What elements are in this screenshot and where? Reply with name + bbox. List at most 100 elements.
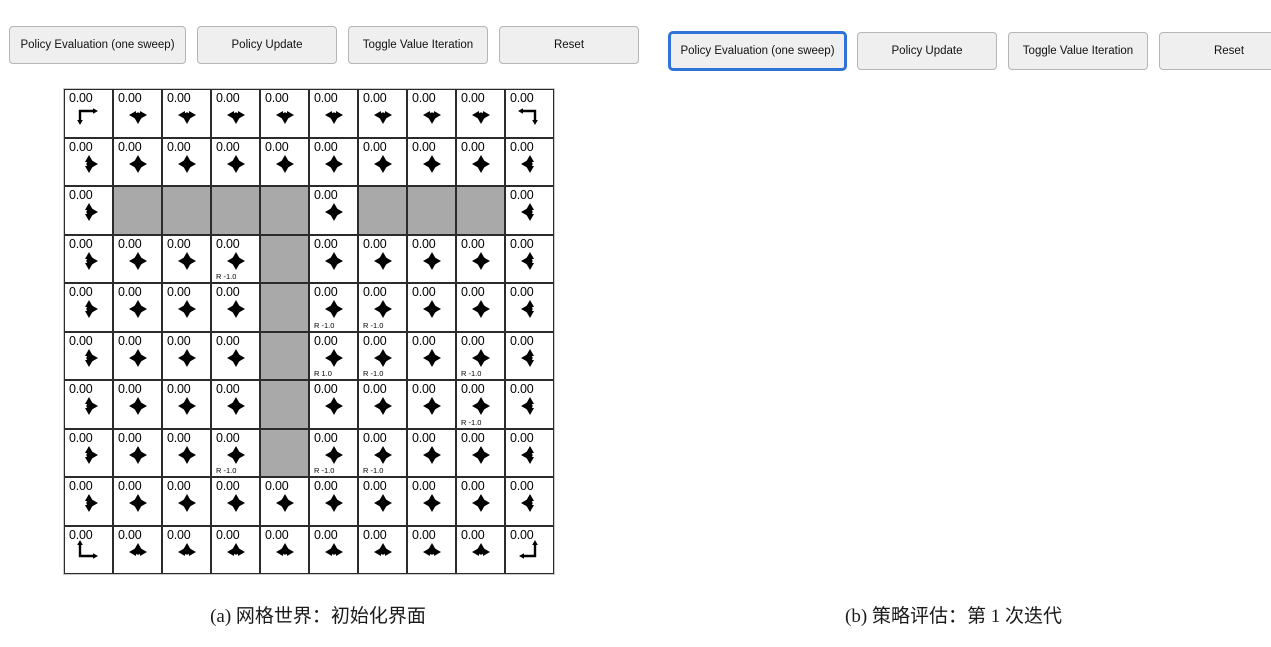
grid-cell[interactable]: 0.00: [64, 186, 113, 235]
grid-cell[interactable]: 0.00: [309, 234, 358, 283]
grid-cell[interactable]: 0.00: [211, 477, 260, 526]
grid-cell[interactable]: 0.00: [505, 186, 554, 235]
grid-cell[interactable]: 0.00 R -1.0: [358, 283, 407, 332]
reset-button[interactable]: Reset: [499, 26, 639, 64]
grid-cell[interactable]: 0.00: [358, 477, 407, 526]
policy-evaluation-button[interactable]: Policy Evaluation (one sweep): [669, 32, 846, 70]
grid-cell[interactable]: 0.00: [505, 380, 554, 429]
grid-cell[interactable]: 0.00: [505, 137, 554, 186]
grid-cell[interactable]: 0.00: [309, 477, 358, 526]
grid-cell[interactable]: 0.00: [64, 234, 113, 283]
grid-cell[interactable]: 0.00: [211, 283, 260, 332]
grid-cell[interactable]: 0.00 R -1.0: [358, 428, 407, 477]
reset-button[interactable]: Reset: [1159, 32, 1271, 70]
grid-cell[interactable]: 0.00: [211, 525, 260, 574]
grid-cell-wall[interactable]: [358, 186, 407, 235]
grid-cell[interactable]: 0.00: [260, 89, 309, 138]
grid-cell[interactable]: 0.00: [162, 234, 211, 283]
grid-cell-wall[interactable]: [211, 186, 260, 235]
policy-update-button[interactable]: Policy Update: [197, 26, 337, 64]
grid-cell[interactable]: 0.00: [260, 137, 309, 186]
grid-cell-wall[interactable]: [260, 283, 309, 332]
grid-cell[interactable]: 0.00: [456, 137, 505, 186]
grid-cell[interactable]: 0.00: [309, 137, 358, 186]
grid-cell[interactable]: 0.00: [64, 89, 113, 138]
grid-cell[interactable]: 0.00: [64, 137, 113, 186]
grid-cell[interactable]: 0.00: [505, 234, 554, 283]
grid-cell[interactable]: 0.00: [407, 137, 456, 186]
grid-cell-wall[interactable]: [456, 186, 505, 235]
grid-cell[interactable]: 0.00 R -1.0: [456, 331, 505, 380]
grid-cell-wall[interactable]: [260, 428, 309, 477]
grid-cell[interactable]: 0.00: [505, 283, 554, 332]
toggle-value-iteration-button[interactable]: Toggle Value Iteration: [1008, 32, 1148, 70]
grid-cell[interactable]: 0.00: [64, 331, 113, 380]
grid-cell-wall[interactable]: [162, 186, 211, 235]
grid-cell[interactable]: 0.00: [162, 89, 211, 138]
grid-cell[interactable]: 0.00: [211, 89, 260, 138]
grid-cell[interactable]: 0.00: [162, 283, 211, 332]
grid-cell[interactable]: 0.00: [456, 428, 505, 477]
grid-cell[interactable]: 0.00: [407, 428, 456, 477]
grid-cell[interactable]: 0.00: [64, 283, 113, 332]
grid-cell[interactable]: 0.00: [162, 525, 211, 574]
grid-cell[interactable]: 0.00: [407, 331, 456, 380]
grid-cell-wall[interactable]: [260, 234, 309, 283]
grid-cell[interactable]: 0.00: [505, 428, 554, 477]
grid-cell[interactable]: 0.00: [162, 380, 211, 429]
grid-cell[interactable]: 0.00: [162, 477, 211, 526]
grid-cell[interactable]: 0.00: [309, 89, 358, 138]
grid-cell[interactable]: 0.00: [113, 331, 162, 380]
grid-cell[interactable]: 0.00: [113, 525, 162, 574]
grid-cell[interactable]: 0.00: [358, 380, 407, 429]
grid-cell[interactable]: 0.00: [456, 477, 505, 526]
grid-cell[interactable]: 0.00: [113, 283, 162, 332]
grid-cell[interactable]: 0.00: [211, 331, 260, 380]
grid-cell[interactable]: 0.00: [407, 380, 456, 429]
grid-cell[interactable]: 0.00: [113, 137, 162, 186]
grid-cell[interactable]: 0.00: [309, 525, 358, 574]
grid-cell[interactable]: 0.00: [456, 283, 505, 332]
grid-cell[interactable]: 0.00: [505, 89, 554, 138]
grid-cell[interactable]: 0.00 R -1.0: [211, 234, 260, 283]
grid-cell[interactable]: 0.00: [64, 380, 113, 429]
grid-cell[interactable]: 0.00: [260, 525, 309, 574]
grid-cell[interactable]: 0.00: [505, 477, 554, 526]
grid-cell[interactable]: 0.00: [113, 89, 162, 138]
grid-cell[interactable]: 0.00: [407, 234, 456, 283]
grid-cell[interactable]: 0.00: [456, 525, 505, 574]
grid-cell[interactable]: 0.00: [407, 89, 456, 138]
grid-cell[interactable]: 0.00: [505, 525, 554, 574]
grid-cell[interactable]: 0.00 R 1.0: [309, 331, 358, 380]
grid-cell[interactable]: 0.00: [358, 525, 407, 574]
grid-cell[interactable]: 0.00: [260, 477, 309, 526]
grid-cell[interactable]: 0.00: [162, 428, 211, 477]
grid-cell[interactable]: 0.00 R -1.0: [456, 380, 505, 429]
grid-cell[interactable]: 0.00: [64, 428, 113, 477]
grid-cell[interactable]: 0.00: [505, 331, 554, 380]
grid-cell-wall[interactable]: [260, 380, 309, 429]
grid-cell[interactable]: 0.00: [211, 380, 260, 429]
grid-cell-wall[interactable]: [113, 186, 162, 235]
grid-cell[interactable]: 0.00 R -1.0: [211, 428, 260, 477]
grid-cell[interactable]: 0.00 R -1.0: [358, 331, 407, 380]
grid-cell-wall[interactable]: [260, 331, 309, 380]
grid-cell[interactable]: 0.00 R -1.0: [309, 428, 358, 477]
grid-cell[interactable]: 0.00: [309, 380, 358, 429]
grid-cell[interactable]: 0.00: [64, 525, 113, 574]
grid-cell-wall[interactable]: [407, 186, 456, 235]
grid-cell[interactable]: 0.00: [113, 234, 162, 283]
grid-cell[interactable]: 0.00: [113, 428, 162, 477]
grid-cell[interactable]: 0.00: [309, 186, 358, 235]
grid-cell[interactable]: 0.00: [64, 477, 113, 526]
grid-cell[interactable]: 0.00: [358, 234, 407, 283]
grid-cell[interactable]: 0.00: [358, 137, 407, 186]
grid-cell[interactable]: 0.00: [456, 89, 505, 138]
grid-cell[interactable]: 0.00: [113, 380, 162, 429]
grid-cell[interactable]: 0.00: [456, 234, 505, 283]
grid-cell[interactable]: 0.00: [407, 525, 456, 574]
toggle-value-iteration-button[interactable]: Toggle Value Iteration: [348, 26, 488, 64]
grid-cell[interactable]: 0.00: [358, 89, 407, 138]
grid-cell[interactable]: 0.00: [162, 137, 211, 186]
grid-cell[interactable]: 0.00: [407, 283, 456, 332]
